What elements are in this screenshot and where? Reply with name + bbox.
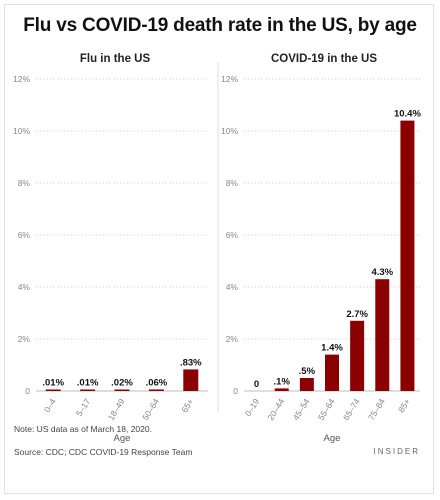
covid-data-label: .5%	[299, 366, 316, 377]
covid-bar	[400, 120, 415, 391]
flu-category-label: 5–17	[74, 397, 93, 419]
flu-y-tick-label: 8%	[18, 178, 31, 188]
flu-y-tick-label: 10%	[13, 126, 30, 136]
flu-bar	[114, 389, 130, 391]
covid-bar	[350, 320, 365, 391]
flu-y-tick-label: 4%	[18, 282, 31, 292]
footnote: Note: US data as of March 18, 2020.	[14, 424, 152, 434]
covid-category-label: 85+	[396, 397, 412, 415]
covid-category-label: 45–54	[291, 397, 312, 423]
covid-y-tick-label: 2%	[226, 334, 239, 344]
covid-x-axis-label: Age	[324, 433, 341, 444]
covid-category-label: 75–84	[366, 397, 387, 423]
flu-bar	[183, 369, 199, 391]
flu-bar	[80, 389, 96, 391]
flu-data-label: .06%	[146, 377, 168, 388]
covid-category-label: 0–19	[243, 397, 262, 419]
flu-category-label: 65+	[179, 397, 195, 415]
covid-y-tick-label: 4%	[226, 282, 239, 292]
covid-category-label: 55–64	[316, 397, 337, 423]
covid-data-label: .1%	[274, 376, 291, 387]
flu-y-tick-label: 12%	[13, 74, 30, 84]
covid-panel-title: COVID-19 in the US	[271, 53, 377, 65]
covid-y-tick-label: 8%	[226, 178, 239, 188]
covid-bar	[299, 378, 314, 391]
covid-bar	[375, 279, 390, 391]
covid-bar	[325, 354, 339, 391]
source-line: Source: CDC; CDC COVID-19 Response Team	[14, 447, 193, 457]
covid-category-label: 20–44	[265, 397, 286, 423]
flu-x-axis-label: Age	[114, 433, 131, 444]
covid-data-label: 4.3%	[371, 267, 393, 278]
flu-y-tick-label: 2%	[18, 334, 31, 344]
covid-data-label: 0	[254, 379, 259, 390]
covid-category-label: 65–74	[341, 397, 362, 423]
flu-bar	[148, 389, 164, 391]
flu-bar	[45, 389, 61, 391]
flu-data-label: .01%	[77, 378, 99, 389]
chart-title: Flu vs COVID-19 death rate in the US, by…	[23, 15, 417, 36]
flu-category-label: 0–4	[42, 397, 58, 415]
flu-y-tick-label: 0	[25, 386, 30, 396]
flu-category-label: 18–49	[106, 397, 127, 423]
chart-frame	[4, 4, 434, 494]
insider-logo: INSIDER	[373, 447, 420, 456]
covid-data-label: 10.4%	[394, 109, 421, 120]
covid-y-tick-label: 12%	[221, 74, 238, 84]
covid-data-label: 2.7%	[346, 309, 368, 320]
flu-y-tick-label: 6%	[18, 230, 31, 240]
flu-data-label: .83%	[180, 357, 202, 368]
flu-data-label: .02%	[111, 378, 133, 389]
flu-category-label: 50–64	[140, 397, 161, 423]
flu-data-label: .01%	[42, 378, 64, 389]
covid-y-tick-label: 10%	[221, 126, 238, 136]
flu-panel-title: Flu in the US	[80, 53, 151, 65]
covid-y-tick-label: 6%	[226, 230, 239, 240]
covid-data-label: 1.4%	[321, 343, 343, 354]
covid-bar	[274, 388, 289, 391]
covid-y-tick-label: 0	[233, 386, 238, 396]
